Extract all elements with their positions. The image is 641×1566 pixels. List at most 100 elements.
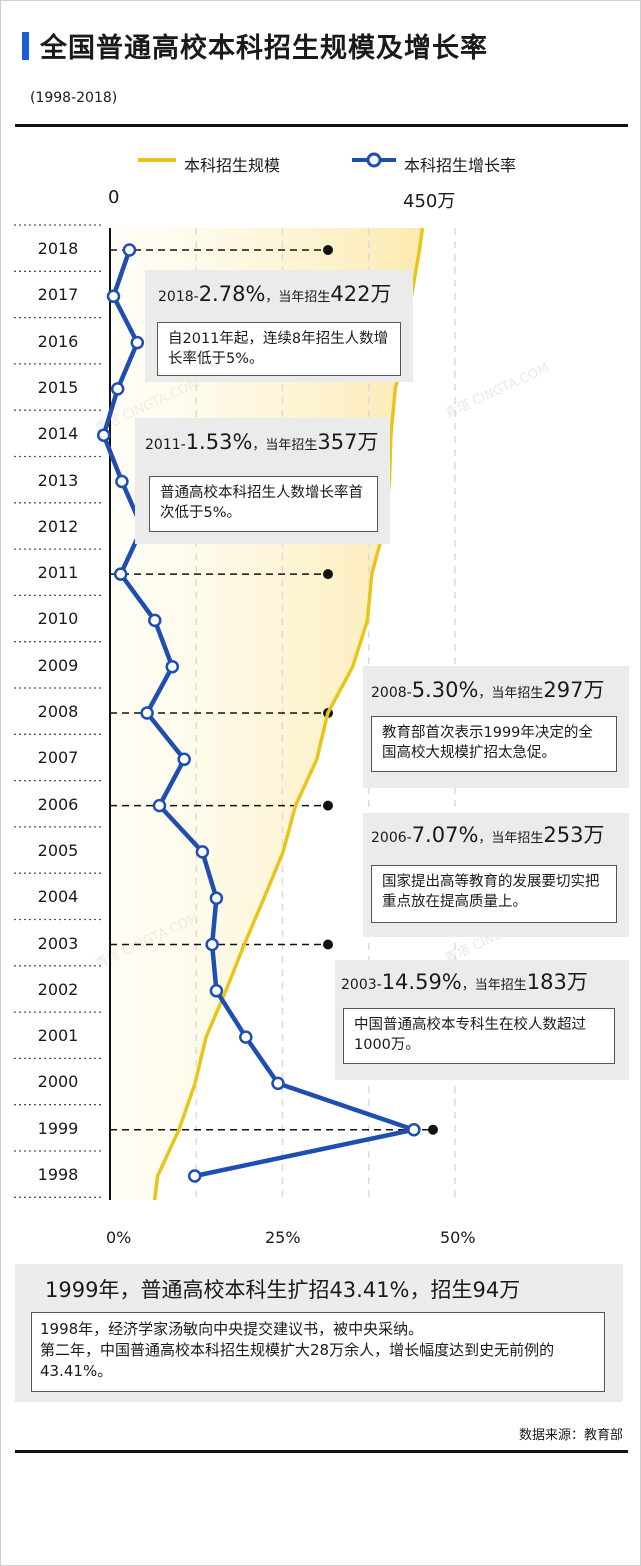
legend-growth-swatch-marker [366,152,382,168]
year-label: 2005 [37,840,79,860]
growth-point-2016 [130,335,145,350]
summary-headline: 1999年，普通高校本科生扩招43.41%，招生94万 [45,1278,521,1302]
bottom-rule [15,1450,628,1453]
growth-point-2001 [239,1030,253,1044]
legend-swatches [138,152,396,168]
bottom-tick-0: 0% [106,1228,132,1247]
summary-box: 1999年，普通高校本科生扩招43.41%，招生94万 1998年，经济学家汤敏… [15,1264,623,1402]
year-label: 2000 [37,1072,79,1092]
growth-point-2005 [195,845,210,859]
year-label: 2018 [37,239,79,258]
callout-year: 2003- [341,977,382,993]
callout-2006: 2006-7.07%，当年招生253万 国家提出高等教育的发展要切实把重点放在提… [363,813,629,937]
growth-point-2000 [271,1076,285,1091]
callout-2011: 2011-1.53%，当年招生357万 普通高校本科招生人数增长率首次低于5%。 [135,418,390,544]
leader-lines [110,245,438,1135]
year-label: 2007 [37,748,79,768]
callout-head: 2018-2.78%，当年招生422万 [158,278,392,308]
year-label: 2001 [37,1026,79,1046]
year-label: 2010 [37,609,79,629]
growth-point-2007 [177,752,191,767]
growth-point-1998 [187,1169,202,1183]
growth-point-2014 [96,428,111,442]
growth-point-2018 [122,243,137,257]
year-label: 2013 [37,470,79,490]
year-label: 2003 [37,933,79,953]
callout-2003: 2003-14.59%，当年招生183万 中国普通高校本专科生在校人数超过100… [335,960,629,1080]
bottom-tick-50: 50% [440,1228,476,1247]
leader-dot [323,939,333,950]
summary-note: 1998年，经济学家汤敏向中央提交建议书，被中央采纳。 第二年，中国普通高校本科… [31,1312,605,1392]
callout-rate: 2.78% [198,282,266,306]
callout-head: 2006-7.07%，当年招生253万 [371,819,605,849]
callout-2018: 2018-2.78%，当年招生422万 自2011年起，连续8年招生人数增长率低… [145,270,413,382]
year-label: 2008 [37,702,79,721]
data-source: 数据来源：教育部 [518,1428,623,1443]
growth-point-2010 [148,613,162,628]
callout-head: 2003-14.59%，当年招生183万 [341,966,588,996]
callout-mid: ，当年招生 [265,290,331,305]
leader-dot [428,1124,438,1135]
growth-point-2017 [106,289,121,304]
callout-head: 2008-5.30%，当年招生297万 [371,674,605,704]
year-label: 2011 [37,563,79,583]
year-label: 2016 [37,331,79,351]
summary-note-line2: 第二年，中国普通高校本科招生规模扩大28万余人，增长幅度达到史无前例的43.41… [40,1341,555,1380]
top-axis-min: 0 [108,187,120,208]
legend-growth-label: 本科招生增长率 [404,156,517,175]
callout-rate: 14.59% [381,970,462,994]
callout-number: 422万 [330,282,392,306]
growth-point-2006 [152,798,167,813]
year-label: 2009 [37,655,79,675]
year-label: 2017 [37,285,79,305]
growth-point-2009 [165,659,180,674]
callout-rate: 1.53% [185,430,253,454]
callout-year: 2018- [158,289,199,305]
callout-note: 教育部首次表示1999年决定的全国高校大规模扩招太急促。 [371,716,617,772]
callout-note: 自2011年起，连续8年招生人数增长率低于5%。 [157,322,401,376]
callout-note: 中国普通高校本专科生在校人数超过1000万。 [343,1008,615,1064]
callout-rate: 5.30% [411,678,479,702]
year-label: 2006 [37,794,79,814]
callout-number: 183万 [526,970,588,994]
year-label: 2012 [37,516,79,536]
callout-head: 2011-1.53%，当年招生357万 [145,426,379,456]
callout-mid: ，当年招生 [478,686,544,701]
year-label: 1998 [37,1165,79,1184]
callout-year: 2006- [371,830,412,846]
leader-dot [323,245,333,255]
growth-point-2011 [113,567,128,581]
growth-point-2015 [110,382,125,396]
top-rule [15,124,628,127]
year-label: 2002 [37,979,79,999]
callout-note: 普通高校本科招生人数增长率首次低于5%。 [149,476,378,532]
callout-number: 297万 [543,678,605,702]
callout-year: 2011- [145,437,186,453]
callout-mid: ，当年招生 [252,438,318,453]
growth-point-1999 [407,1122,421,1137]
year-dash-ticks [14,224,104,1198]
year-label: 1999 [37,1118,79,1138]
growth-point-2013 [115,474,129,489]
year-label: 2014 [37,424,79,444]
callout-mid: ，当年招生 [478,831,544,846]
callout-rate: 7.07% [411,823,479,847]
legend-scale-label: 本科招生规模 [184,156,281,175]
callout-year: 2008- [371,685,412,701]
callout-number: 253万 [543,823,605,847]
growth-point-2004 [209,891,224,905]
page-title: 全国普通高校本科招生规模及增长率 [40,33,488,64]
year-label: 2004 [37,887,79,907]
leader-dot [323,800,333,811]
page-subtitle: (1998-2018) [30,90,118,106]
growth-point-2003 [205,937,219,952]
leader-dot [323,569,333,580]
callout-number: 357万 [317,430,379,454]
callout-mid: ，当年招生 [461,978,527,993]
growth-point-2002 [209,984,224,998]
bottom-tick-25: 25% [265,1228,301,1247]
growth-point-2008 [140,706,154,720]
year-label: 2015 [37,377,79,397]
callout-note: 国家提出高等教育的发展要切实把重点放在提高质量上。 [371,865,617,923]
summary-note-line1: 1998年，经济学家汤敏向中央提交建议书，被中央采纳。 [40,1320,424,1338]
